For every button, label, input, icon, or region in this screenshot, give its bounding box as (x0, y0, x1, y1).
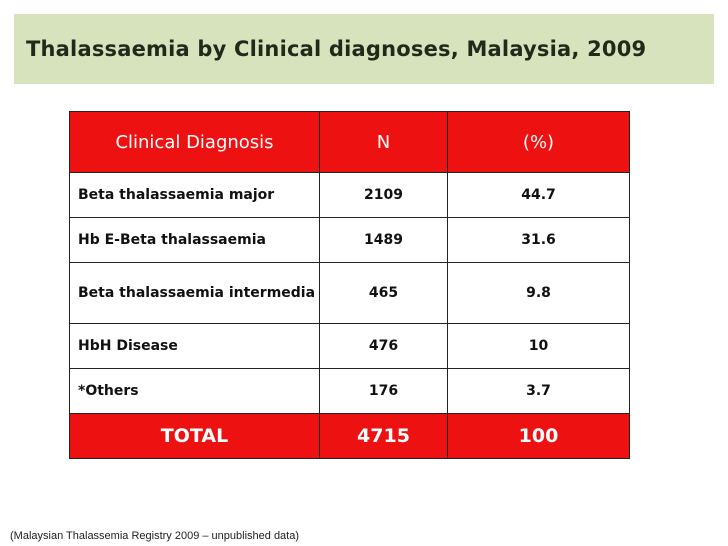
row-n: 2109 (319, 172, 448, 218)
row-percent: 31.6 (447, 217, 630, 263)
source-note: (Malaysian Thalassemia Registry 2009 – u… (10, 530, 300, 542)
row-diagnosis: Beta thalassaemia major (69, 172, 320, 218)
total-percent: 100 (447, 413, 630, 459)
row-percent: 44.7 (447, 172, 630, 218)
row-diagnosis: HbH Disease (69, 323, 320, 369)
row-n: 176 (319, 368, 448, 414)
table-row: HbH Disease 476 10 (69, 323, 630, 369)
total-label: TOTAL (69, 413, 320, 459)
total-row: TOTAL 4715 100 (69, 413, 630, 459)
table-row: Beta thalassaemia intermedia 465 9.8 (69, 262, 630, 324)
row-diagnosis: Hb E-Beta thalassaemia (69, 217, 320, 263)
table-row: Beta thalassaemia major 2109 44.7 (69, 172, 630, 218)
row-n: 476 (319, 323, 448, 369)
row-percent: 3.7 (447, 368, 630, 414)
table-header-row: Clinical Diagnosis N (%) (69, 111, 630, 173)
row-n: 1489 (319, 217, 448, 263)
header-clinical-diagnosis: Clinical Diagnosis (69, 111, 320, 173)
row-diagnosis: Beta thalassaemia intermedia (69, 262, 320, 324)
table-row: Hb E-Beta thalassaemia 1489 31.6 (69, 217, 630, 263)
title-band: Thalassaemia by Clinical diagnoses, Mala… (14, 14, 714, 84)
row-diagnosis: *Others (69, 368, 320, 414)
row-percent: 10 (447, 323, 630, 369)
diagnosis-table: Clinical Diagnosis N (%) Beta thalassaem… (69, 111, 630, 459)
header-n: N (319, 111, 448, 173)
table-row: *Others 176 3.7 (69, 368, 630, 414)
header-percent: (%) (447, 111, 630, 173)
total-n: 4715 (319, 413, 448, 459)
page-title: Thalassaemia by Clinical diagnoses, Mala… (26, 37, 647, 61)
row-percent: 9.8 (447, 262, 630, 324)
row-n: 465 (319, 262, 448, 324)
